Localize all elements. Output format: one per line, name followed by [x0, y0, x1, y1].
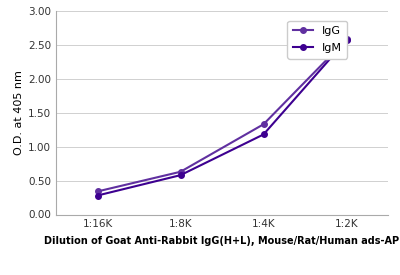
IgG: [344, 38, 349, 41]
X-axis label: Dilution of Goat Anti-Rabbit IgG(H+L), Mouse/Rat/Human ads-AP: Dilution of Goat Anti-Rabbit IgG(H+L), M…: [44, 236, 400, 246]
IgG: [261, 123, 266, 126]
Y-axis label: O.D. at 405 nm: O.D. at 405 nm: [14, 70, 24, 155]
Legend: IgG, IgM: IgG, IgM: [287, 21, 347, 59]
IgM: [95, 194, 100, 197]
IgM: [261, 133, 266, 136]
IgM: [344, 39, 349, 42]
Line: IgM: IgM: [95, 37, 349, 198]
IgM: [178, 174, 183, 177]
IgG: [178, 170, 183, 174]
IgG: [95, 190, 100, 193]
Line: IgG: IgG: [95, 37, 349, 194]
